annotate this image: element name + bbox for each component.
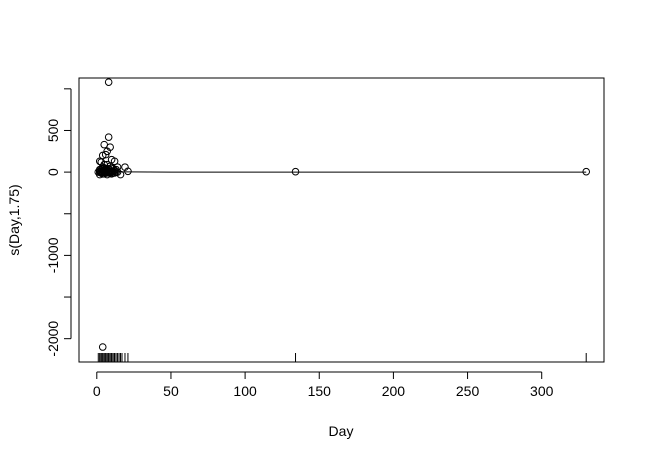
plot-frame (78, 77, 605, 363)
y-axis: -2000 -1000 0 500 (45, 88, 72, 357)
residual-point (104, 133, 113, 141)
x-tick-label: 200 (382, 383, 406, 399)
x-tick-label: 300 (530, 383, 554, 399)
residual-point (110, 157, 119, 166)
y-tick-label: -2000 (45, 321, 61, 357)
residual-point (98, 343, 107, 351)
partial-residuals-layer (94, 78, 591, 351)
x-axis: 0 50 100 150 200 250 300 (93, 371, 554, 399)
y-tick-label: 0 (45, 168, 61, 176)
residual-point (100, 140, 109, 149)
residual-point (124, 167, 132, 176)
x-tick-label: 0 (93, 383, 101, 399)
residual-point (110, 169, 119, 177)
x-tick-label: 100 (233, 383, 257, 399)
x-axis-title: Day (329, 423, 354, 439)
x-tick-label: 50 (163, 383, 179, 399)
x-tick-label: 250 (456, 383, 480, 399)
residual-point (107, 169, 116, 178)
x-tick-label: 150 (308, 383, 332, 399)
y-tick-label: -1000 (45, 237, 61, 273)
y-axis-title: s(Day,1.75) (6, 184, 22, 255)
residual-point (101, 150, 110, 159)
y-tick-label: 500 (45, 119, 61, 143)
rug-layer (97, 353, 587, 362)
residual-point (104, 78, 113, 86)
residual-point (582, 167, 591, 176)
residual-point (291, 167, 300, 176)
